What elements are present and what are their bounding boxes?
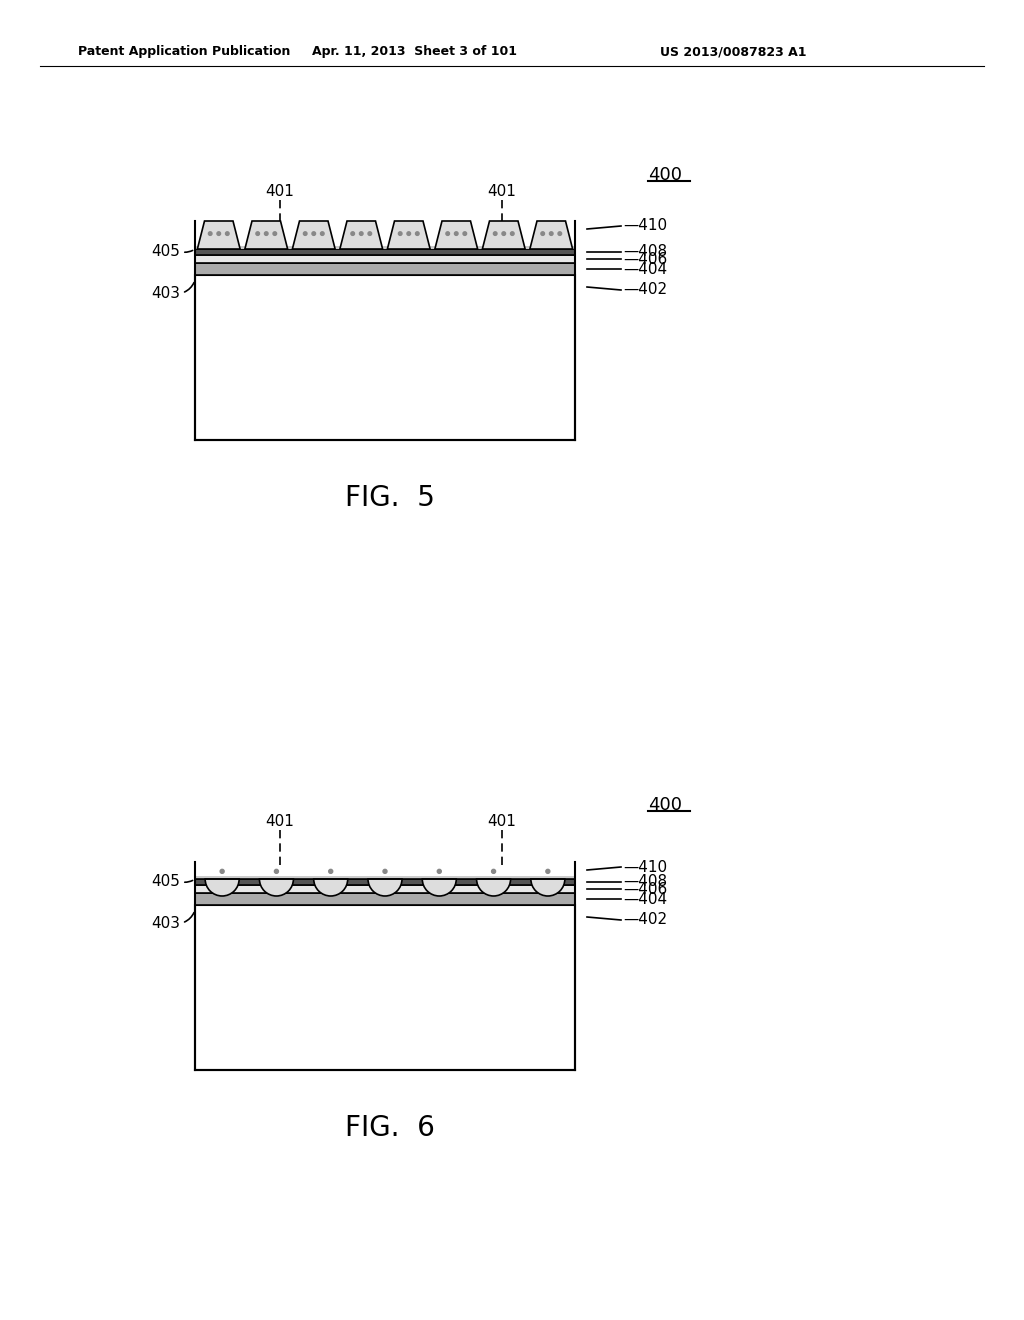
Circle shape (220, 870, 224, 874)
Text: 403: 403 (151, 916, 180, 931)
Polygon shape (435, 220, 477, 249)
Text: 401: 401 (265, 185, 295, 199)
Bar (195, 263, 575, 275)
Text: —402: —402 (623, 912, 667, 928)
Circle shape (550, 232, 553, 235)
Polygon shape (293, 220, 335, 249)
Text: 401: 401 (487, 814, 516, 829)
Text: —402: —402 (623, 282, 667, 297)
Circle shape (217, 232, 220, 235)
Text: —410: —410 (623, 859, 667, 874)
Text: —404: —404 (623, 261, 667, 276)
Text: —408: —408 (623, 244, 667, 260)
Circle shape (416, 232, 419, 235)
Text: FIG.  5: FIG. 5 (345, 484, 435, 512)
Circle shape (209, 232, 212, 235)
Text: Apr. 11, 2013  Sheet 3 of 101: Apr. 11, 2013 Sheet 3 of 101 (312, 45, 517, 58)
Circle shape (225, 232, 229, 235)
Circle shape (312, 232, 315, 235)
Bar (195, 246, 575, 249)
Text: —404: —404 (623, 891, 667, 907)
Text: 401: 401 (265, 814, 295, 829)
Text: —410: —410 (623, 219, 667, 234)
Circle shape (558, 232, 561, 235)
Wedge shape (530, 879, 565, 896)
Circle shape (546, 870, 550, 874)
Text: 400: 400 (648, 166, 682, 183)
Circle shape (368, 232, 372, 235)
Bar (195, 275, 575, 440)
Wedge shape (422, 879, 457, 896)
Polygon shape (529, 220, 572, 249)
Circle shape (273, 232, 276, 235)
Circle shape (351, 232, 354, 235)
Bar (195, 894, 575, 906)
Circle shape (303, 232, 307, 235)
Circle shape (541, 232, 545, 235)
Circle shape (455, 232, 458, 235)
Circle shape (359, 232, 364, 235)
Bar (195, 906, 575, 1071)
Circle shape (256, 232, 259, 235)
Circle shape (407, 232, 411, 235)
Text: 401: 401 (487, 185, 516, 199)
Circle shape (511, 232, 514, 235)
Circle shape (264, 232, 268, 235)
Circle shape (502, 232, 506, 235)
Circle shape (463, 232, 467, 235)
Text: —406: —406 (623, 252, 668, 267)
Circle shape (437, 870, 441, 874)
Circle shape (321, 232, 325, 235)
Wedge shape (368, 879, 402, 896)
Text: —408: —408 (623, 874, 667, 890)
Circle shape (398, 232, 402, 235)
Text: 400: 400 (648, 796, 682, 814)
Text: US 2013/0087823 A1: US 2013/0087823 A1 (660, 45, 807, 58)
Bar (195, 884, 575, 894)
Polygon shape (245, 220, 288, 249)
Wedge shape (313, 879, 348, 896)
Wedge shape (205, 879, 240, 896)
Text: FIG.  6: FIG. 6 (345, 1114, 435, 1142)
Bar (195, 879, 575, 884)
Bar (195, 255, 575, 263)
Wedge shape (476, 879, 511, 896)
Polygon shape (198, 220, 240, 249)
Bar (195, 249, 575, 255)
Text: 405: 405 (152, 244, 180, 260)
Circle shape (445, 232, 450, 235)
Text: Patent Application Publication: Patent Application Publication (78, 45, 291, 58)
Wedge shape (259, 879, 294, 896)
Text: —406: —406 (623, 882, 668, 896)
Polygon shape (387, 220, 430, 249)
Polygon shape (340, 220, 383, 249)
Circle shape (494, 232, 497, 235)
Circle shape (492, 870, 496, 874)
Polygon shape (482, 220, 525, 249)
Text: 403: 403 (151, 285, 180, 301)
Bar (195, 876, 575, 879)
Circle shape (329, 870, 333, 874)
Circle shape (274, 870, 279, 874)
Circle shape (383, 870, 387, 874)
Text: 405: 405 (152, 874, 180, 890)
